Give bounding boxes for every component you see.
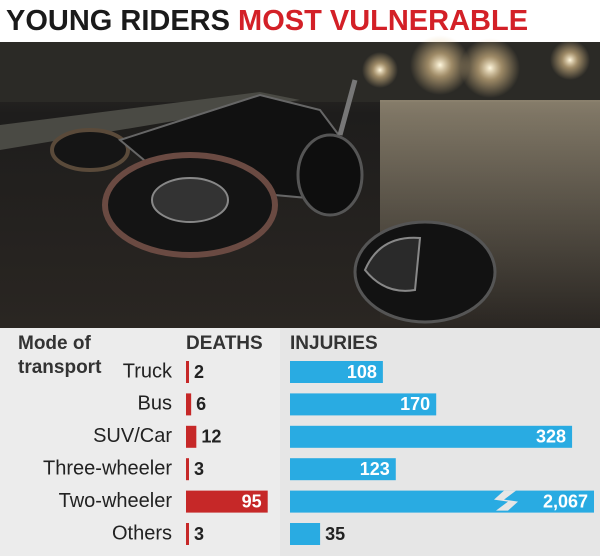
- injury-bar: [290, 393, 437, 416]
- death-bar: [186, 361, 189, 383]
- death-bar: [186, 490, 268, 513]
- photo: [0, 35, 600, 328]
- injury-label: 108: [347, 362, 377, 382]
- series-header: INJURIES: [290, 333, 378, 354]
- series-header: DEATHS: [186, 333, 263, 354]
- injury-bar: [290, 425, 573, 448]
- injury-bar: [290, 523, 321, 545]
- category-label: Three-wheeler: [43, 457, 172, 479]
- category-label: SUV/Car: [93, 425, 172, 447]
- death-label: 2: [194, 362, 204, 382]
- category-label: Others: [112, 522, 172, 544]
- injury-label: 123: [360, 459, 390, 479]
- death-bar: [186, 425, 197, 448]
- title-part: MOST VULNERABLE: [238, 5, 528, 37]
- title-bar: [0, 0, 600, 42]
- death-bar: [186, 458, 189, 481]
- injury-bar: [290, 458, 396, 481]
- death-bar: [186, 393, 192, 416]
- injury-label: 35: [325, 524, 345, 544]
- death-label: 95: [242, 491, 262, 511]
- title-part: YOUNG RIDERS: [6, 5, 238, 37]
- category-label: Two-wheeler: [59, 490, 173, 512]
- death-label: 3: [194, 524, 204, 544]
- category-header: Mode of: [18, 333, 91, 354]
- death-bar: [186, 523, 189, 545]
- category-label: Bus: [138, 393, 172, 415]
- category-header: transport: [18, 357, 102, 378]
- death-label: 3: [194, 459, 204, 479]
- death-label: 12: [201, 427, 221, 447]
- bar-break: [494, 490, 518, 511]
- injury-label: 328: [536, 427, 566, 447]
- injury-bar: [290, 361, 383, 383]
- category-label: Truck: [123, 360, 173, 382]
- injury-label: 2,067: [543, 491, 588, 511]
- injury-bar: [290, 490, 594, 513]
- chart-title: YOUNG RIDERS MOST VULNERABLE: [6, 5, 528, 37]
- injury-label: 170: [400, 394, 430, 414]
- death-label: 6: [196, 394, 206, 414]
